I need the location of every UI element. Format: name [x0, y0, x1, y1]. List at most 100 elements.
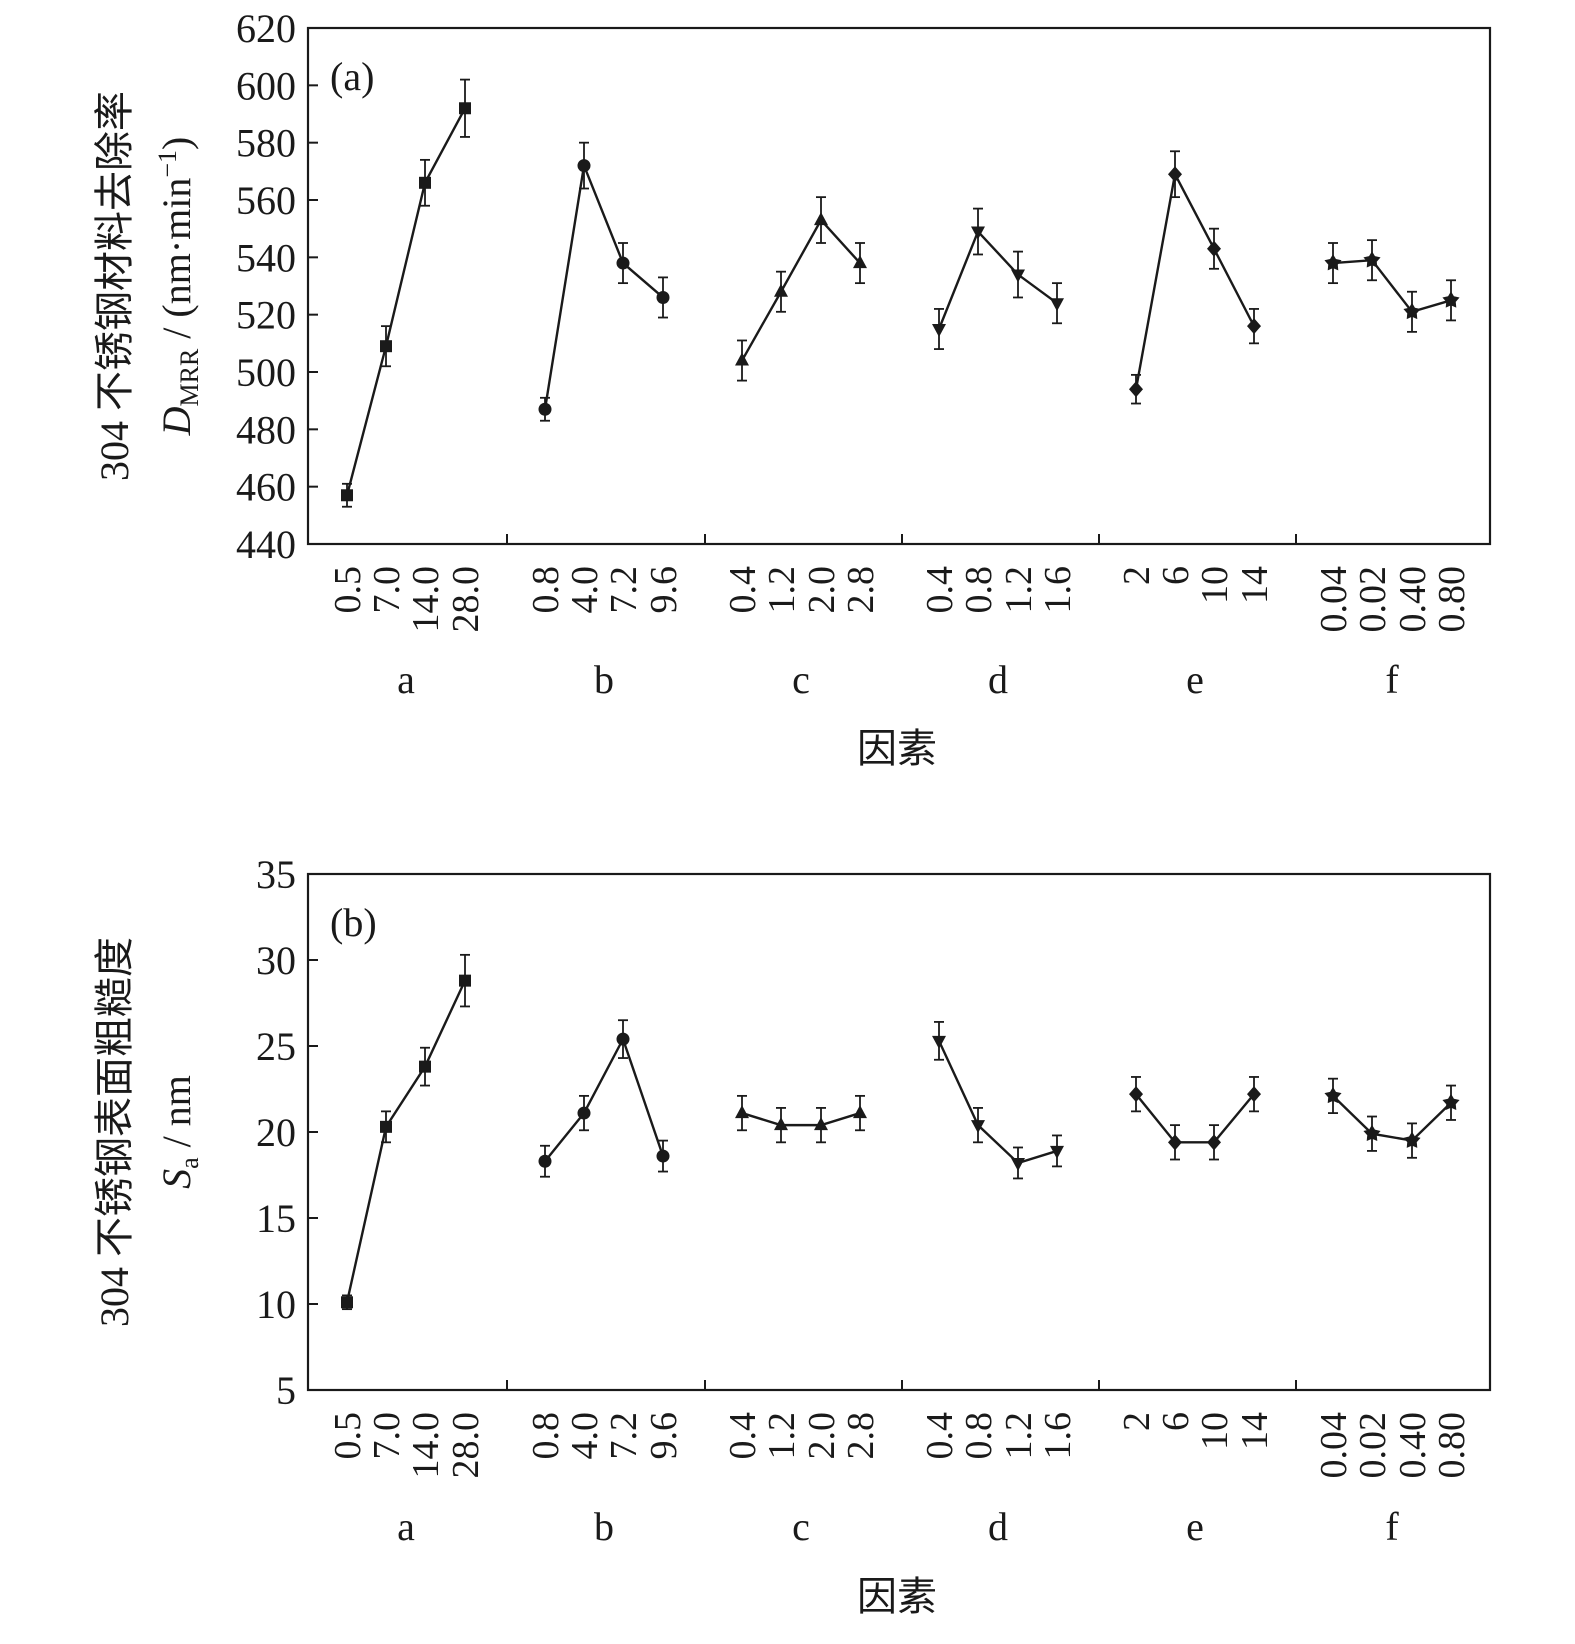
x-group-label: d	[988, 657, 1008, 702]
series-c: 0.41.22.02.8 c	[722, 1094, 882, 1549]
series-line-c	[740, 218, 861, 362]
x-tick-label: 7.0	[366, 566, 408, 614]
data-point	[419, 1060, 431, 1073]
series-line-a	[345, 107, 467, 496]
x-tick-label: 0.02	[1352, 566, 1394, 633]
data-point	[814, 1117, 828, 1131]
series-d: 0.40.81.21.6 d	[919, 207, 1079, 702]
x-tick-label: 4.0	[564, 566, 606, 614]
series-f: 0.040.020.400.80 f	[1313, 239, 1473, 702]
y-tick-label: 25	[256, 1024, 296, 1069]
x-tick-label: 0.4	[722, 566, 764, 614]
plot-frame	[306, 26, 1492, 546]
y-axis-subscript: MRR	[175, 348, 204, 406]
y-axis-symbol: D	[154, 406, 199, 436]
data-point	[419, 176, 431, 189]
x-group-label: f	[1385, 1504, 1399, 1549]
panel-label: (b)	[330, 900, 377, 945]
data-point	[656, 290, 670, 304]
series-line-b	[543, 161, 664, 410]
data-point	[774, 1117, 788, 1131]
x-tick-label: 1.6	[1037, 566, 1079, 614]
y-axis-title: 304 不锈钢材料去除率	[92, 91, 137, 481]
x-group-label: c	[792, 657, 810, 702]
x-tick-label: 0.8	[958, 1412, 1000, 1460]
x-tick-label: 9.6	[643, 566, 685, 614]
x-tick-label: 0.8	[958, 566, 1000, 614]
y-axis-subscript: a	[175, 1157, 204, 1169]
data-point	[380, 1120, 392, 1133]
y-tick-label: 540	[236, 235, 296, 280]
x-group-label: b	[594, 1504, 614, 1549]
x-tick-label: 0.40	[1392, 566, 1434, 633]
y-tick-label: 480	[236, 407, 296, 452]
x-group-label: a	[397, 1504, 415, 1549]
x-tick-label: 0.40	[1392, 1412, 1434, 1479]
x-tick-label: 0.80	[1431, 1412, 1473, 1479]
y-axis-unit-title: DMRR / (nm·min−1)	[153, 137, 204, 437]
data-point	[1129, 1086, 1143, 1103]
x-tick-label: 0.8	[525, 1412, 567, 1460]
x-tick-label: 1.2	[761, 1412, 803, 1460]
x-group-label: e	[1186, 1504, 1204, 1549]
x-tick-label: 1.6	[1037, 1412, 1079, 1460]
x-tick-label: 0.80	[1431, 566, 1473, 633]
data-point	[656, 1149, 670, 1163]
data-point	[932, 1035, 946, 1049]
y-tick-label: 460	[236, 465, 296, 510]
y-tick-label: 520	[236, 293, 296, 338]
x-tick-label: 2	[1116, 566, 1158, 585]
x-tick-label: 28.0	[445, 1412, 487, 1479]
data-point	[341, 1296, 353, 1309]
y-tick-label: 15	[256, 1196, 296, 1241]
panel-label: (a)	[330, 54, 374, 99]
series-b: 0.84.07.29.6 b	[525, 1019, 685, 1549]
series-line-d	[937, 1040, 1058, 1165]
data-point	[1050, 298, 1064, 312]
data-point	[1247, 318, 1261, 335]
series-c: 0.41.22.02.8 c	[722, 196, 882, 702]
x-tick-label: 1.2	[998, 1412, 1040, 1460]
data-point	[1247, 1086, 1261, 1103]
data-point	[1442, 291, 1460, 308]
y-axis-unit-superscript: −1	[153, 150, 182, 178]
data-point	[971, 1120, 985, 1134]
x-group-label: b	[594, 657, 614, 702]
x-tick-label: 2	[1116, 1412, 1158, 1431]
data-point	[459, 102, 471, 115]
x-tick-label: 14.0	[405, 566, 447, 633]
series-a: 0.57.014.028.0 a	[327, 953, 487, 1549]
y-tick-label: 600	[236, 63, 296, 108]
data-point	[538, 402, 552, 416]
x-tick-label: 7.0	[366, 1412, 408, 1460]
x-tick-label: 14.0	[405, 1412, 447, 1479]
y-axis-unit: / (nm·min	[154, 178, 199, 349]
series-b: 0.84.07.29.6 b	[525, 141, 685, 702]
y-axis-unit-title: Sa / nm	[154, 1075, 204, 1189]
x-tick-label: 14	[1234, 566, 1276, 604]
data-point	[1050, 1145, 1064, 1159]
y-tick-label: 35	[256, 852, 296, 897]
plot-frame	[306, 872, 1492, 1392]
data-point	[616, 256, 630, 270]
x-tick-label: 0.5	[327, 566, 369, 614]
data-point	[853, 1105, 867, 1119]
x-axis-title: 因素	[857, 726, 937, 771]
data-point	[971, 226, 985, 240]
x-tick-label: 10	[1194, 1412, 1236, 1450]
data-point	[1403, 1131, 1421, 1148]
data-point	[1324, 254, 1342, 271]
data-point	[1168, 1134, 1182, 1151]
y-tick-label: 620	[236, 6, 296, 51]
y-tick-label: 560	[236, 178, 296, 223]
series-line-e	[1134, 170, 1256, 390]
y-axis-title: 304 不锈钢表面粗糙度	[92, 937, 137, 1327]
x-tick-label: 7.2	[603, 566, 645, 614]
series-a: 0.57.014.028.0 a	[327, 78, 487, 702]
data-point	[1129, 381, 1143, 398]
chart-panel-a: 440 460 480 500 520 540 560 580 600 620 (a) 304 不锈钢…	[92, 6, 1492, 771]
series-line-e	[1135, 1093, 1255, 1144]
data-point	[1011, 269, 1025, 283]
x-group-label: c	[792, 1504, 810, 1549]
